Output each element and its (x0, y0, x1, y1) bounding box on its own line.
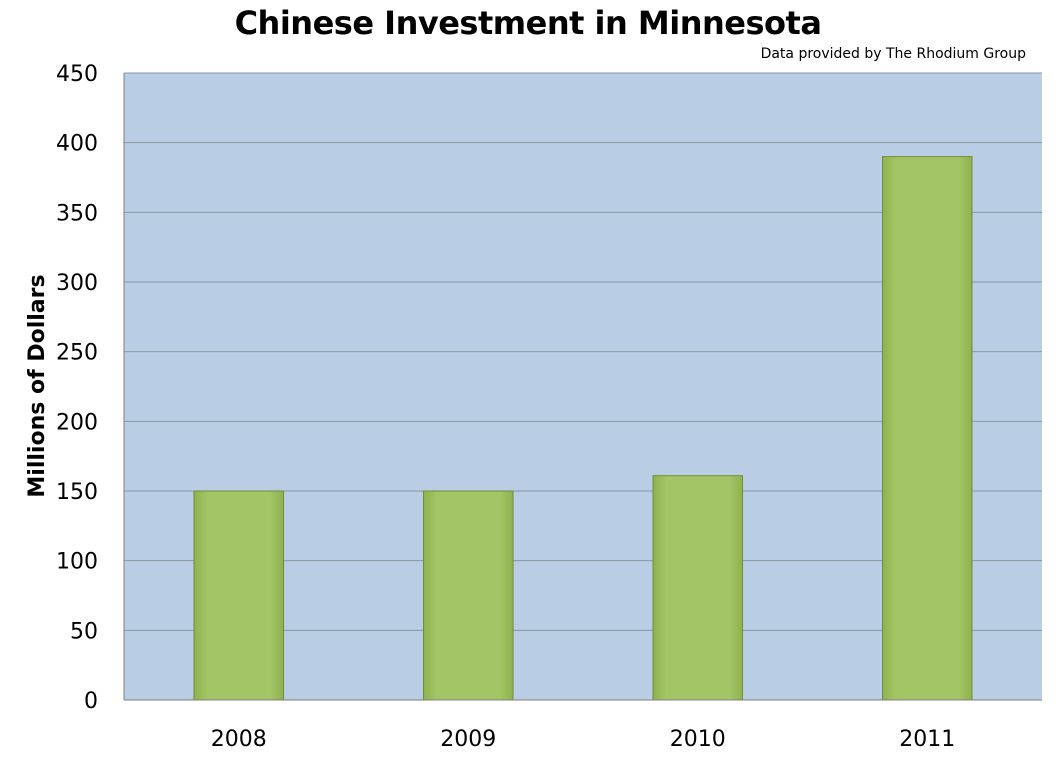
y-tick-label: 350 (56, 201, 98, 226)
chart-subtitle: Data provided by The Rhodium Group (760, 46, 1026, 62)
bar-2010 (652, 475, 744, 701)
y-tick-label: 0 (84, 689, 98, 714)
y-tick-label: 300 (56, 271, 98, 296)
y-tick-labels: 0 50 100 150 200 250 300 350 400 450 (56, 62, 98, 714)
y-tick-label: 450 (56, 62, 98, 87)
x-tick-label: 2008 (211, 727, 267, 752)
chart-title: Chinese Investment in Minnesota (234, 4, 822, 42)
y-tick-label: 250 (56, 341, 98, 366)
x-tick-label: 2009 (440, 727, 496, 752)
bar-2008 (193, 490, 285, 701)
y-tick-label: 100 (56, 550, 98, 575)
bar-2009 (422, 490, 514, 701)
y-tick-label: 50 (70, 619, 98, 644)
x-tick-labels: 2008 2009 2010 2011 (211, 727, 956, 752)
x-tick-label: 2011 (899, 727, 955, 752)
axes (123, 73, 1042, 701)
y-axis-title: Millions of Dollars (25, 274, 50, 497)
bar-2011 (881, 156, 973, 701)
bars (193, 156, 973, 701)
y-tick-label: 400 (56, 132, 98, 157)
x-tick-label: 2010 (670, 727, 726, 752)
y-tick-label: 200 (56, 410, 98, 435)
y-tick-label: 150 (56, 480, 98, 505)
